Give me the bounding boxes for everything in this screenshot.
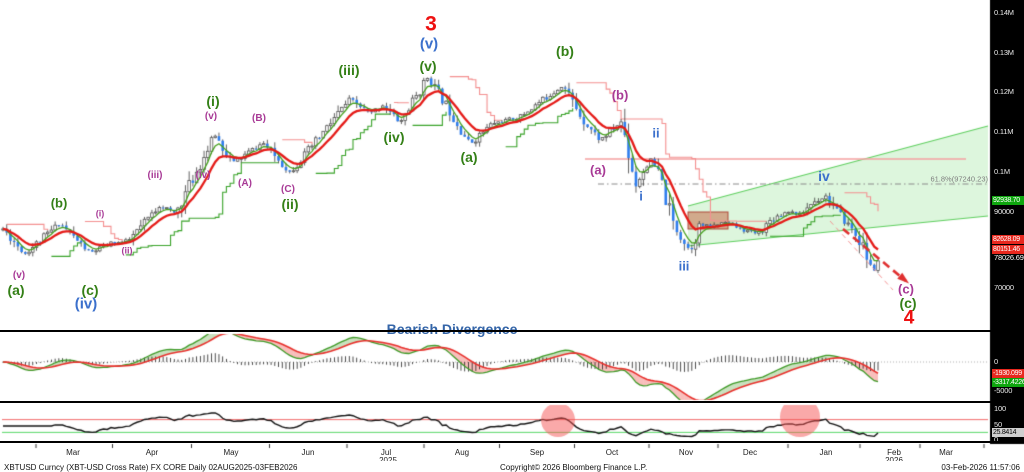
elliott-wave-label: (v): [419, 35, 439, 53]
x-axis-month-label: Jan: [819, 448, 833, 457]
bearish-divergence-annotation: Bearish Divergence: [386, 321, 518, 337]
elliott-wave-label: (c): [898, 281, 914, 297]
elliott-wave-label: (C): [281, 184, 295, 195]
elliott-wave-label: (ii): [121, 245, 133, 256]
rsi-axis-badge: 25.8414: [992, 428, 1024, 437]
rsi-axis-tick: 50: [994, 420, 1002, 429]
x-axis-month-label: Nov: [678, 448, 694, 457]
panel-divider-top: [0, 330, 1024, 332]
elliott-wave-label: (b): [50, 195, 68, 211]
price-axis-tick: 0.13M: [994, 48, 1014, 57]
elliott-wave-label: (iv): [74, 295, 98, 313]
price-axis-tick: 0.14M: [994, 8, 1014, 17]
last-price-label: 78026.69: [994, 253, 1024, 262]
elliott-wave-label: (v): [204, 111, 218, 122]
elliott-wave-label: (i): [206, 93, 220, 109]
fibonacci-level-label: 61.8%(97240.23): [930, 174, 988, 184]
elliott-wave-label: (v): [12, 270, 26, 281]
price-axis-tick: 0.12M: [994, 87, 1014, 96]
elliott-wave-label: (a): [7, 282, 25, 298]
elliott-wave-label: (iii): [147, 170, 163, 181]
elliott-wave-label: (b): [556, 43, 574, 59]
price-axis-tick: 0.11M: [994, 127, 1014, 136]
elliott-wave-label: 3: [425, 12, 437, 36]
x-axis-month-label: Jun: [301, 448, 315, 457]
elliott-wave-label: 4: [903, 307, 915, 329]
elliott-wave-label: ii: [652, 125, 660, 141]
x-axis-month-label: Sep: [529, 448, 545, 457]
elliott-wave-label: (B): [252, 113, 266, 124]
x-axis-month-label: May: [223, 448, 239, 457]
panel-divider-bottom: [0, 441, 1024, 443]
copyright-text: Copyright© 2026 Bloomberg Finance L.P.: [500, 463, 648, 472]
elliott-wave-label: (iv): [383, 129, 405, 145]
elliott-wave-label: (iii): [338, 62, 360, 78]
elliott-wave-label: i: [639, 188, 643, 204]
price-axis-badge: 82628.09: [992, 235, 1024, 244]
instrument-description: XBTUSD Curncy (XBT-USD Cross Rate) FX CO…: [4, 463, 298, 472]
price-axis-tick: 90000: [994, 207, 1014, 216]
price-axis-tick: 70000: [994, 283, 1014, 292]
rsi-axis-tick: 0: [994, 435, 998, 444]
rsi-axis-tick: 100: [994, 404, 1006, 413]
x-axis-month-label: Apr: [145, 448, 159, 457]
elliott-wave-label: (v): [419, 58, 437, 74]
x-axis-year-label: 2026: [885, 456, 903, 465]
status-bar: XBTUSD Curncy (XBT-USD Cross Rate) FX CO…: [0, 461, 1024, 472]
price-axis-badge: 92938.70: [992, 196, 1024, 205]
elliott-wave-label: (A): [238, 178, 252, 189]
elliott-wave-label: iv: [818, 168, 830, 184]
price-axis-badge: 80151.46: [992, 245, 1024, 254]
elliott-wave-label: iii: [678, 258, 690, 274]
timestamp: 03-Feb-2026 11:57:06: [941, 463, 1020, 472]
elliott-wave-label: (iv): [195, 170, 211, 181]
x-axis-year-label: 2025: [379, 456, 397, 465]
x-axis-month-label: Dec: [742, 448, 758, 457]
x-axis-month-label: Oct: [605, 448, 619, 457]
x-axis-month-label: Jul: [380, 448, 392, 457]
elliott-wave-label: (b): [611, 87, 629, 103]
elliott-wave-label: (c): [81, 282, 99, 298]
elliott-wave-label: (i): [95, 208, 105, 219]
elliott-wave-label: (a): [590, 162, 606, 178]
x-axis-month-label: Feb: [887, 448, 901, 457]
macd-axis-tick: -5000: [994, 386, 1013, 395]
macd-axis-badge: -1930.099: [992, 369, 1024, 378]
x-axis-month-label: Mar: [939, 448, 953, 457]
macd-axis-badge: -3317.4226: [992, 378, 1024, 387]
price-axis-tick: 0.1M: [994, 167, 1010, 176]
x-axis-month-label: Aug: [454, 448, 470, 457]
elliott-wave-label: (a): [460, 149, 478, 165]
panel-divider-middle: [0, 401, 1024, 403]
x-axis-month-label: Mar: [66, 448, 80, 457]
elliott-wave-label: (ii): [281, 196, 299, 212]
elliott-wave-label: (c): [899, 295, 917, 311]
macd-axis-tick: 0: [994, 357, 998, 366]
